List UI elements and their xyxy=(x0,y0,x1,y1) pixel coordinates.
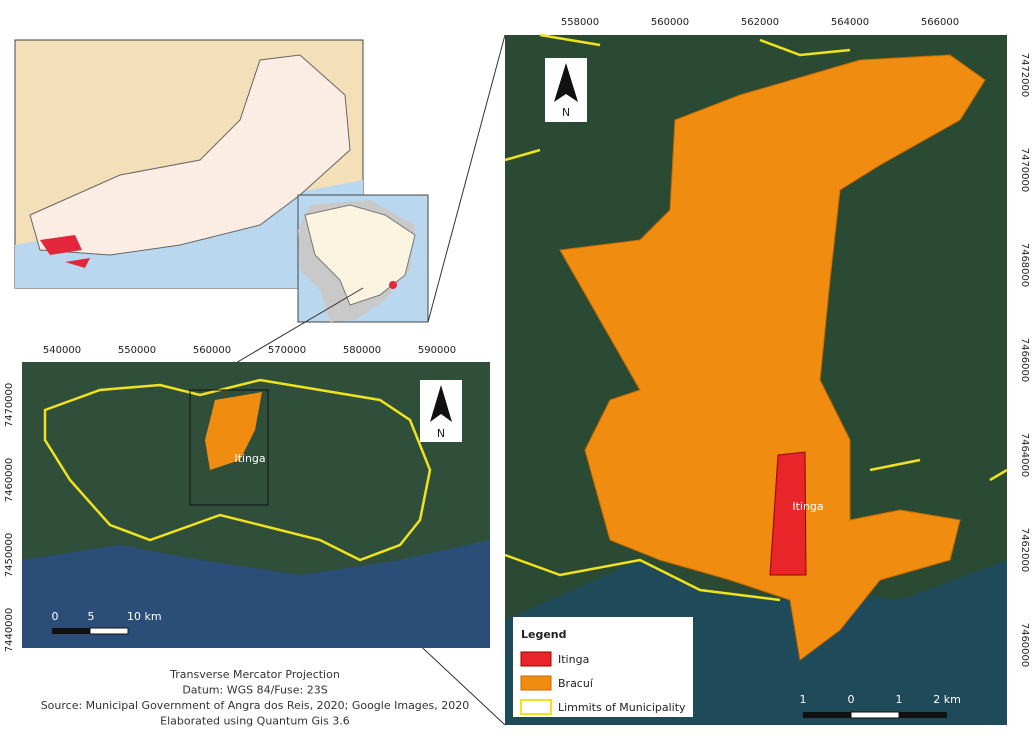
brazil-inset xyxy=(297,194,429,323)
sea xyxy=(22,540,490,648)
scale-label: 2 km xyxy=(933,693,961,706)
legend-label: Limmits of Municipality xyxy=(558,701,686,714)
municipality-limit xyxy=(504,33,1008,602)
scale-bar xyxy=(899,712,947,718)
y-coordinate: 7440000 xyxy=(4,608,15,653)
place-label: Itinga xyxy=(234,452,265,465)
scale-label: 0 xyxy=(848,693,855,706)
credit-line: Source: Municipal Government of Angra do… xyxy=(41,699,470,712)
north-arrow-shape xyxy=(554,63,578,102)
legend-label: Bracuí xyxy=(558,677,594,690)
x-coordinate: 580000 xyxy=(343,345,381,356)
x-coordinate: 560000 xyxy=(193,345,231,356)
legend-swatch xyxy=(520,699,552,715)
bracui xyxy=(205,392,262,470)
x-coordinate: 562000 xyxy=(741,17,779,28)
credit-line: Datum: WGS 84/Fuse: 23S xyxy=(182,684,327,697)
legend-swatch xyxy=(520,651,552,667)
y-coordinate: 7470000 xyxy=(1019,148,1030,193)
north-arrow-shape xyxy=(430,385,452,422)
y-coordinate: 7460000 xyxy=(4,458,15,503)
overview-map: N Itinga xyxy=(22,362,490,648)
bracui xyxy=(559,54,986,661)
scale-label: 1 xyxy=(896,693,903,706)
y-coordinate: 7468000 xyxy=(1019,243,1030,288)
state xyxy=(29,54,351,256)
scale-bar xyxy=(803,712,851,718)
y-coordinate: 7460000 xyxy=(1019,623,1030,668)
legend-label: Itinga xyxy=(558,653,589,666)
x-coordinate: 564000 xyxy=(831,17,869,28)
state-inset xyxy=(14,39,364,289)
scale-bar xyxy=(850,711,900,719)
credit-line: Elaborated using Quantum Gis 3.6 xyxy=(160,715,350,728)
x-coordinate: 590000 xyxy=(418,345,456,356)
y-coordinate: 7450000 xyxy=(4,533,15,578)
scale-bar xyxy=(89,627,129,635)
credit-line: Transverse Mercator Projection xyxy=(169,668,340,681)
y-coordinate: 7472000 xyxy=(1019,53,1030,98)
y-coordinate: 7464000 xyxy=(1019,433,1030,478)
municipality xyxy=(40,235,90,268)
north-label: N xyxy=(562,106,570,119)
x-coordinate: 560000 xyxy=(651,17,689,28)
municipality-limit xyxy=(43,378,432,562)
scale-bar xyxy=(52,628,90,634)
location xyxy=(389,281,397,289)
legend-title: Legend xyxy=(521,628,567,641)
scale-label: 1 xyxy=(800,693,807,706)
scale-label: 5 xyxy=(88,610,95,623)
x-coordinate: 540000 xyxy=(43,345,81,356)
y-coordinate: 7466000 xyxy=(1019,338,1030,383)
x-coordinate: 570000 xyxy=(268,345,306,356)
x-coordinate: 558000 xyxy=(561,17,599,28)
y-coordinate: 7470000 xyxy=(4,383,15,428)
legend-swatch xyxy=(520,675,552,691)
scale-label: 10 km xyxy=(127,610,162,623)
detail-map: N Itinga Legend xyxy=(504,33,1008,725)
y-coordinate: 7462000 xyxy=(1019,528,1030,573)
place-label: Itinga xyxy=(792,500,823,513)
scale-label: 0 xyxy=(52,610,59,623)
x-coordinate: 550000 xyxy=(118,345,156,356)
x-coordinate: 566000 xyxy=(921,17,959,28)
itinga xyxy=(769,451,807,576)
north-label: N xyxy=(437,427,445,440)
detail-extent xyxy=(189,389,269,506)
connector xyxy=(427,34,506,323)
